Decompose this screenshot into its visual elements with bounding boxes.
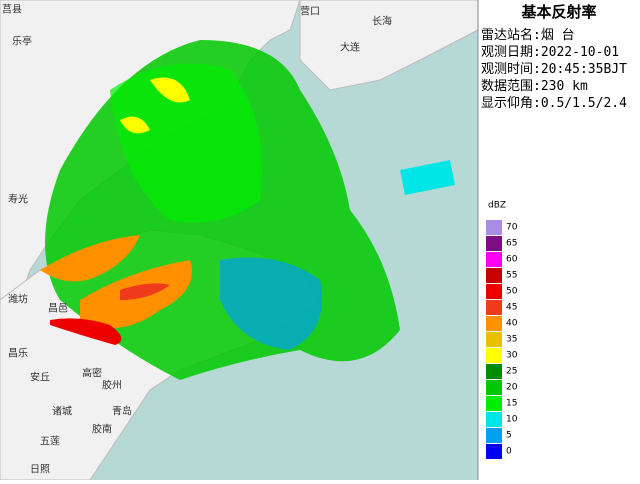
echo-5 (220, 257, 322, 350)
legend-swatch (486, 284, 502, 299)
echo-40 (40, 235, 140, 282)
legend-label: 20 (506, 383, 518, 393)
place-name: 大连 (340, 40, 360, 53)
place-name: 昌乐 (8, 347, 28, 359)
place-name: 莒县 (2, 3, 22, 15)
legend-swatch (486, 300, 502, 315)
legend-swatch (486, 380, 502, 395)
place-name: 安丘 (30, 370, 50, 383)
place-name: 青岛 (112, 404, 132, 417)
legend-label: 25 (506, 367, 517, 377)
place-name: 胶南 (92, 422, 112, 435)
legend-label: 40 (506, 319, 518, 329)
place-name: 潍坊 (8, 292, 28, 305)
legend-label: 0 (506, 447, 512, 457)
legend-label: 15 (506, 399, 517, 409)
place-name: 营口 (300, 4, 320, 17)
echo-15 (110, 63, 262, 223)
legend-swatch (486, 364, 502, 379)
legend-label: 10 (506, 415, 518, 425)
place-name: 高密 (82, 366, 102, 379)
echo-area (40, 40, 455, 380)
legend-swatch (486, 396, 502, 411)
info-panel (478, 0, 640, 480)
legend-label: 70 (506, 223, 518, 233)
legend-label: 5 (506, 431, 512, 441)
legend-label: 60 (506, 255, 518, 265)
place-name: 昌邑 (48, 302, 68, 314)
legend-label: 35 (506, 335, 517, 345)
info-line: 雷达站名:烟 台 (481, 27, 575, 43)
info-line: 观测时间:20:45:35BJT (481, 62, 627, 77)
place-name: 诸城 (52, 405, 72, 417)
echo-50 (50, 318, 122, 345)
legend-swatch (486, 220, 502, 235)
echo-30 (120, 77, 190, 134)
legend-label: 65 (506, 239, 517, 249)
legend-swatch (486, 268, 502, 283)
echo-10 (400, 160, 455, 195)
legend-swatch (486, 252, 502, 267)
info-line: 显示仰角:0.5/1.5/2.4 (481, 96, 627, 111)
legend-label: 55 (506, 271, 517, 281)
legend-swatch (486, 348, 502, 363)
legend-swatch (486, 316, 502, 331)
place-name: 五莲 (40, 435, 60, 447)
legend-label: 50 (506, 287, 518, 297)
panel-title: 基本反射率 (520, 3, 596, 21)
legend-swatch (486, 332, 502, 347)
legend-swatch (486, 444, 502, 459)
info-line: 观测日期:2022-10-01 (481, 45, 619, 60)
legend-label: 45 (506, 303, 517, 313)
echo-45 (120, 283, 170, 300)
legend-swatch (486, 412, 502, 427)
place-name: 长海 (372, 14, 392, 27)
legend-swatch (486, 428, 502, 443)
place-name: 胶州 (102, 378, 122, 391)
place-name: 寿光 (8, 192, 28, 205)
info-line: 数据范围:230 km (481, 79, 588, 94)
place-name: 乐亭 (12, 34, 32, 47)
place-name: 日照 (30, 463, 50, 475)
legend-label: 30 (506, 351, 518, 361)
legend-unit: dBZ (488, 201, 506, 211)
legend-swatch (486, 236, 502, 251)
